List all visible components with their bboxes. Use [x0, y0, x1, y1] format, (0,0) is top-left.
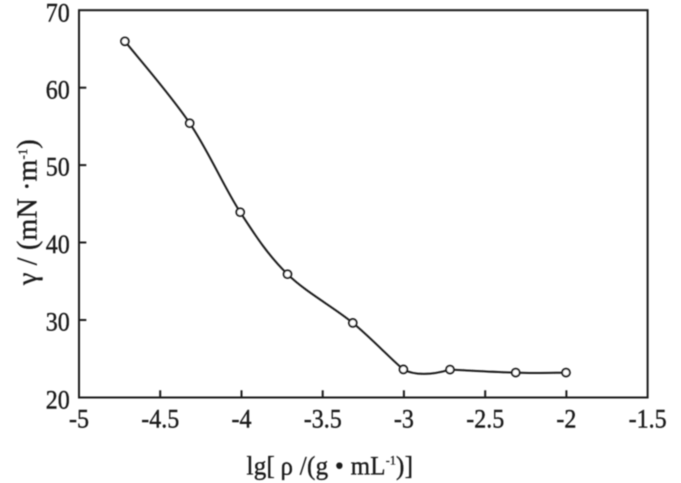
svg-text:20: 20	[46, 384, 70, 415]
svg-text:70: 70	[46, 0, 70, 28]
svg-text:-2.5: -2.5	[466, 403, 504, 434]
svg-text:-5: -5	[69, 403, 89, 434]
svg-text:-2: -2	[556, 403, 576, 434]
svg-text:-3: -3	[394, 403, 414, 434]
svg-text:-3.5: -3.5	[304, 403, 342, 434]
svg-text:γ / (mN ·m-1): γ / (mN ·m-1)	[13, 139, 44, 286]
svg-text:-4: -4	[232, 403, 252, 434]
svg-text:-1.5: -1.5	[629, 403, 667, 434]
svg-text:lg[ ρ /(g • mL-1)]: lg[ ρ /(g • mL-1)]	[247, 451, 414, 481]
svg-text:60: 60	[46, 74, 70, 105]
svg-text:-4.5: -4.5	[141, 403, 179, 434]
svg-text:30: 30	[46, 306, 70, 337]
svg-text:50: 50	[46, 151, 70, 182]
svg-text:40: 40	[46, 229, 70, 260]
